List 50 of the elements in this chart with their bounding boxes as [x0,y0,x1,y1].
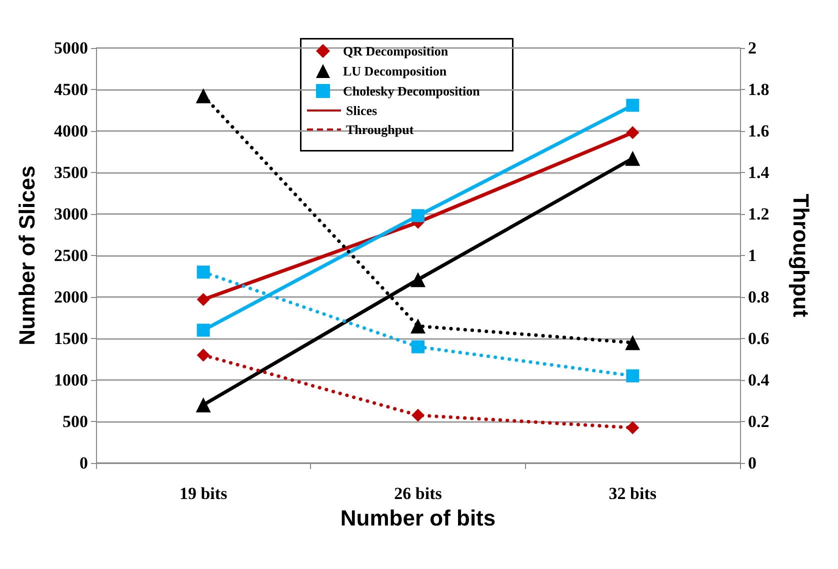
annotation: Slices [346,103,378,118]
point [626,421,640,434]
y2-tick-label: 1.4 [748,163,770,182]
y-tick-label: 4500 [54,80,88,99]
y2-tick-label: 1.2 [748,204,770,224]
point [412,340,424,354]
y2-tick-label: 1.6 [748,122,770,140]
legend-label: LU Decomposition [343,64,448,78]
y2-tick-label: 2 [748,38,756,58]
point [196,324,210,337]
y-tick-label: 1000 [54,370,88,390]
point [626,98,640,112]
point [196,397,211,412]
legend-label: Cholesky Decomposition [343,84,481,98]
y-tick-label: 500 [62,412,88,431]
x-tick-label: 26 bits [394,484,442,503]
point [625,335,640,350]
point [410,272,426,288]
x-axis-title: Number of bits [340,505,496,530]
y2-tick-label: 0.2 [748,412,770,431]
x-tick-label: 32 bits [608,484,657,503]
annotation: Throughput [346,122,414,137]
y-axis-title: Number of Slices [14,166,40,346]
point [410,318,426,334]
point [412,209,424,222]
y-tick-label: 5000 [54,38,88,58]
y-tick-label: 1500 [54,329,88,348]
y-tick-label: 4000 [54,122,88,140]
y-tick-label: 0 [80,454,88,472]
point [625,150,640,166]
point [196,266,210,279]
x-tick-label: 19 bits [179,484,228,503]
y2-tick-label: 0 [748,454,756,472]
y2-tick-label: 1 [748,246,756,265]
y-tick-label: 3000 [54,204,88,224]
point [196,88,211,104]
point [626,369,640,382]
point [412,408,424,422]
y-tick-label: 2500 [54,246,88,265]
point [626,126,640,140]
point [196,292,210,306]
y2-tick-label: 0.4 [748,370,770,390]
y2-tick-label: 1.8 [748,80,770,99]
y-tick-label: 2000 [54,288,88,306]
y2-tick-label: 0.8 [748,288,770,306]
y2-tick-label: 0.6 [748,329,770,348]
point [196,348,210,362]
y2-axis-title: Throughput [788,194,814,318]
y-tick-label: 3500 [54,163,88,182]
legend-label: QR Decomposition [343,44,449,58]
